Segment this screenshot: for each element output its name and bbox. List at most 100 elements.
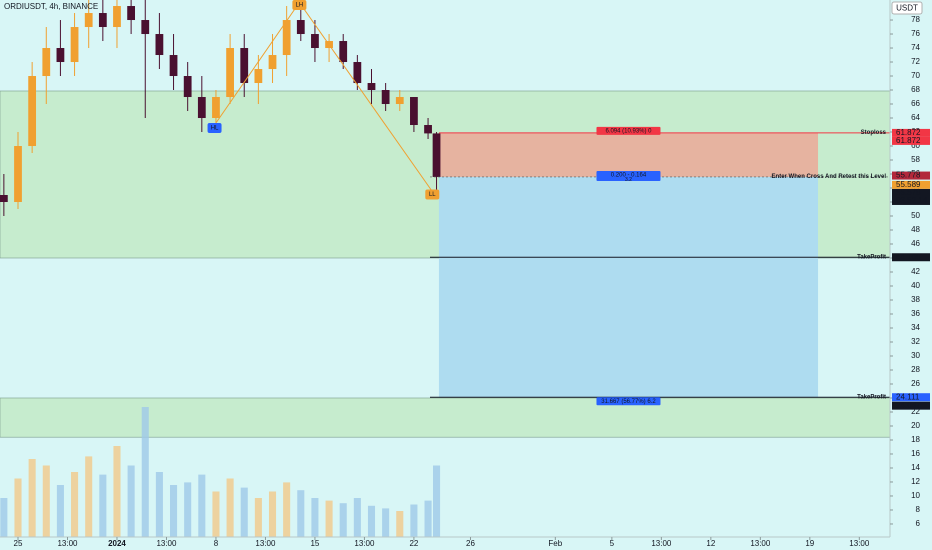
y-tick-label: 58 [911, 155, 920, 164]
pattern-marker [207, 123, 222, 134]
position-badge [596, 397, 661, 406]
volume-bar [353, 498, 361, 537]
x-tick-label: 13:00 [750, 539, 771, 548]
volume-bar [240, 487, 248, 537]
x-tick-label: 13:00 [156, 539, 177, 548]
price-label: 24.111 [896, 392, 920, 401]
candle-body [311, 34, 319, 49]
volume-bar [283, 482, 291, 537]
y-tick-label: 68 [911, 85, 920, 94]
volume-bar [184, 482, 192, 537]
x-tick-label: 19 [805, 539, 814, 548]
candle-body [28, 76, 37, 147]
y-tick-label: 12 [911, 477, 920, 486]
x-tick-label: 2024 [108, 539, 126, 548]
candle-body [410, 97, 418, 126]
volume-bar [28, 459, 36, 537]
pattern-marker [425, 189, 440, 200]
y-tick-label: 22 [911, 407, 920, 416]
y-tick-label: 42 [911, 267, 920, 276]
y-tick-label: 46 [911, 239, 920, 248]
x-tick-label: 13:00 [849, 539, 870, 548]
candle-body [268, 55, 277, 70]
y-tick-label: 18 [911, 435, 920, 444]
y-tick-label: 34 [911, 323, 920, 332]
level-label: TakeProfit [857, 254, 886, 260]
candle-body [14, 146, 22, 203]
position-label: 31.667 (56.77%) 6.2 [601, 399, 656, 405]
price-label: 61.872 [896, 136, 921, 145]
candle-body [155, 34, 164, 56]
candle-body [226, 48, 234, 98]
volume-bar [212, 491, 220, 537]
candle-body [127, 6, 136, 21]
volume-bar [382, 508, 390, 537]
level-label: Stoploss [861, 130, 887, 136]
candle-body [70, 27, 79, 63]
candle-body [183, 76, 192, 98]
candle-body [98, 13, 107, 28]
pattern-label: HL [211, 126, 219, 132]
x-tick-label: 25 [14, 539, 23, 548]
currency[interactable]: USDT [896, 4, 918, 13]
price-label-bg [892, 128, 930, 137]
x-tick-label: 13:00 [57, 539, 78, 548]
x-tick-label: Feb [548, 539, 562, 548]
volume-bar [410, 504, 418, 537]
price-label-bg [892, 188, 930, 205]
candle-body [169, 55, 178, 77]
volume-bar [141, 407, 149, 537]
y-tick-label: 70 [911, 71, 920, 80]
pattern-label: LH [296, 3, 304, 9]
volume-bar [226, 478, 234, 537]
y-tick-label: 50 [911, 211, 920, 220]
zone [0, 397, 891, 438]
candle-body [56, 48, 65, 63]
x-tick-label: 12 [706, 539, 715, 548]
pattern-label: LL [429, 192, 436, 198]
target-box [438, 176, 819, 398]
candle-body [84, 13, 93, 28]
price-label-bg [892, 180, 930, 189]
volume-bar [42, 465, 50, 537]
candle-body [42, 48, 51, 77]
stop-box [438, 132, 819, 177]
candle-body [395, 97, 404, 105]
price-label-bg [892, 393, 930, 402]
price-label-bg [892, 253, 930, 262]
y-tick-label: 66 [911, 99, 920, 108]
candle-body [339, 41, 348, 63]
candle-body [240, 48, 249, 84]
y-tick-label: 48 [911, 225, 920, 234]
price-label: 24.047 [896, 401, 921, 410]
volume-bar [99, 474, 107, 537]
volume-bar [424, 500, 432, 537]
candle-body [432, 133, 441, 177]
y-tick-label: 20 [911, 421, 920, 430]
candle-body [254, 69, 263, 84]
price-label: 55.589 [896, 180, 921, 189]
y-tick-label: 16 [911, 449, 920, 458]
currency-box[interactable] [891, 1, 923, 15]
candle-body [197, 97, 206, 119]
level-label: Enter When Cross And Retest this Level [772, 174, 887, 180]
pattern-marker [292, 0, 307, 10]
x-tick-label: 13:00 [354, 539, 375, 548]
candle-body [296, 20, 305, 35]
price-label: 44.108 [896, 252, 921, 261]
candle-body [141, 20, 150, 35]
x-tick-label: 26 [466, 539, 475, 548]
volume-bar [339, 503, 347, 537]
y-tick-label: 72 [911, 57, 920, 66]
y-tick-label: 8 [916, 505, 921, 514]
price-axis [890, 0, 932, 550]
candle-body [282, 20, 291, 56]
level-label: TakeProfit [857, 394, 886, 400]
x-tick-label: 13:00 [651, 539, 672, 548]
price-label-bg [892, 401, 930, 410]
volume-bar [396, 511, 404, 537]
y-tick-label: 28 [911, 365, 920, 374]
position-sublabel: 3.2 [625, 177, 632, 183]
price-label-bg [892, 136, 930, 145]
